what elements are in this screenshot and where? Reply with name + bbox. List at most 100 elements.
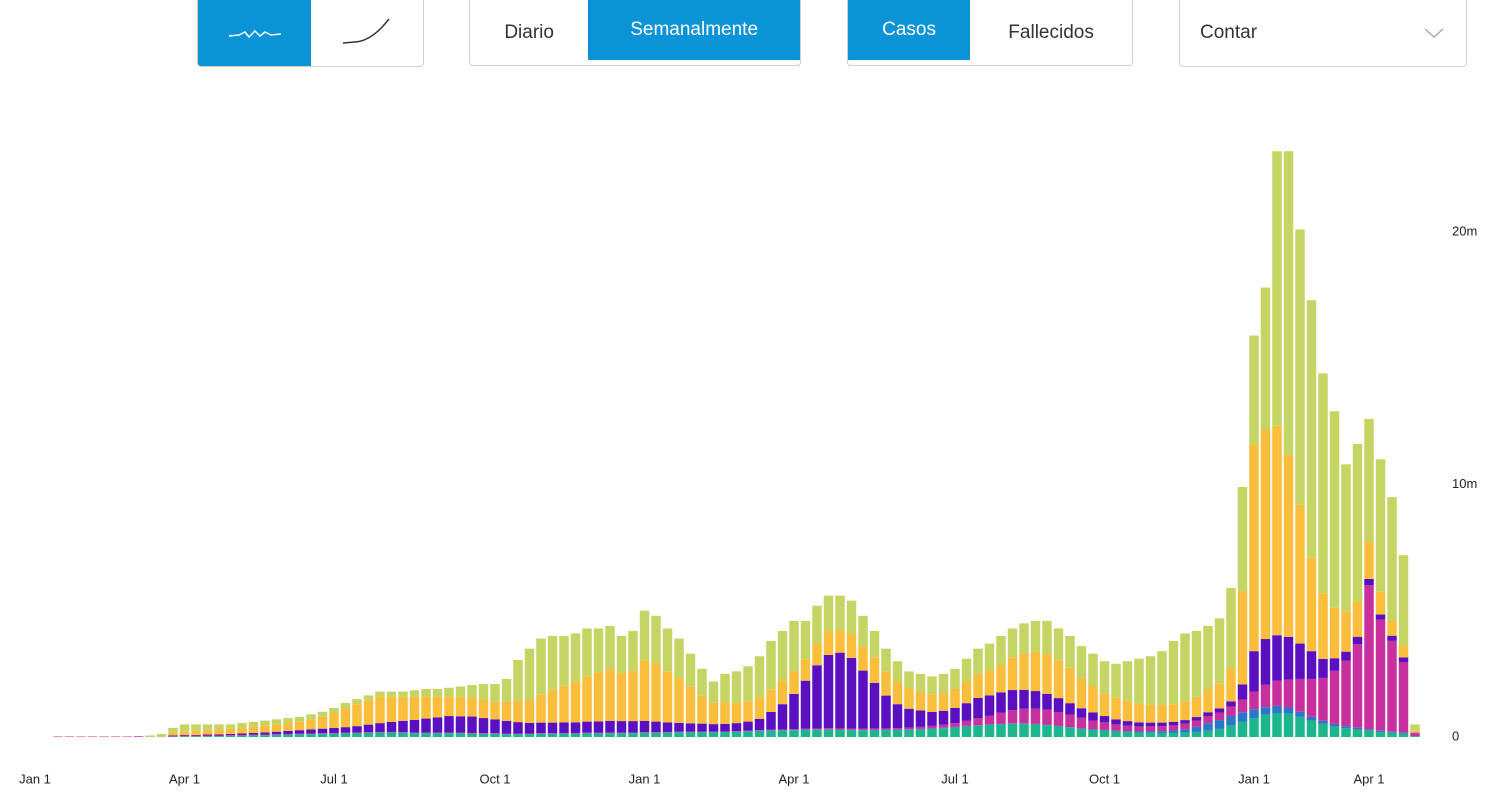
bar-segment — [570, 681, 581, 723]
bar-segment — [1111, 731, 1121, 737]
bar-segment — [1134, 732, 1144, 737]
bar-segment — [409, 733, 420, 737]
bar-segment — [1111, 663, 1121, 698]
bar-segment — [329, 732, 339, 734]
bar-segment — [1375, 614, 1386, 620]
bar-segment — [306, 719, 316, 730]
bar-segment — [1168, 641, 1179, 705]
bar-segment — [731, 731, 742, 732]
bar-segment — [708, 681, 719, 703]
weekly-button[interactable]: Semanalmente — [588, 0, 800, 60]
bar-segment — [915, 728, 926, 730]
bar-segment — [1019, 623, 1029, 654]
bar-segment — [927, 694, 937, 713]
bar-segment — [904, 671, 914, 689]
bar-segment — [467, 684, 477, 698]
bar-segment — [1214, 618, 1225, 684]
bar-segment — [1168, 721, 1179, 726]
bar-segment — [536, 694, 546, 723]
log-button[interactable] — [311, 0, 423, 66]
bar-segment — [248, 734, 259, 736]
bar-segment — [1180, 633, 1190, 702]
bar-segment — [570, 633, 581, 682]
bar-segment — [1168, 730, 1179, 733]
bar-segment — [444, 716, 454, 733]
bar-segment — [1306, 720, 1317, 737]
bar-segment — [179, 731, 190, 735]
bar-segment — [570, 732, 581, 734]
bar-segment — [524, 648, 535, 700]
bar-segment — [1111, 697, 1121, 720]
bar-segment — [352, 732, 362, 733]
bar-segment — [593, 721, 604, 733]
bar-segment — [432, 732, 443, 733]
bar-segment — [1260, 684, 1271, 708]
bar-segment — [846, 730, 857, 737]
bar-segment — [904, 729, 914, 737]
bar-segment — [984, 643, 995, 671]
bar-segment — [329, 713, 339, 728]
bar-segment — [340, 733, 351, 737]
daily-button[interactable]: Diario — [504, 21, 554, 43]
bar-segment — [651, 615, 661, 664]
bar-segment — [1042, 620, 1052, 654]
bar-segment — [214, 734, 224, 736]
bar-segment — [685, 686, 696, 724]
bar-segment — [524, 699, 535, 723]
mode-dropdown[interactable]: Contar — [1179, 0, 1467, 67]
bar-segment — [467, 732, 477, 734]
bar-segment — [524, 722, 535, 734]
bar-segment — [248, 732, 259, 735]
bar-segment — [202, 735, 213, 736]
bar-segment — [1410, 733, 1420, 737]
bar-segment — [375, 731, 385, 733]
bar-segment — [892, 704, 903, 729]
bar-segment — [892, 728, 903, 730]
cases-button[interactable]: Casos — [848, 0, 971, 60]
bar-segment — [616, 636, 627, 674]
bar-segment — [1364, 541, 1374, 579]
bar-segment — [1203, 716, 1213, 724]
bar-segment — [1053, 628, 1064, 661]
bar-segment — [800, 728, 811, 730]
bar-segment — [1214, 708, 1225, 713]
bar-segment — [1191, 731, 1202, 737]
bar-segment — [1272, 713, 1282, 737]
bar-segment — [271, 719, 282, 725]
bar-segment — [363, 732, 374, 733]
bar-segment — [927, 725, 937, 729]
bar-segment — [1088, 720, 1098, 730]
bar-segment — [639, 732, 650, 733]
bar-segment — [1237, 684, 1248, 700]
bar-segment — [812, 729, 822, 737]
bar-segment — [1076, 646, 1087, 678]
bar-segment — [64, 736, 75, 737]
bar-segment — [973, 725, 983, 737]
linear-button[interactable] — [198, 0, 311, 66]
bar-segment — [444, 732, 454, 733]
bar-segment — [869, 657, 880, 683]
bar-segment — [1157, 731, 1167, 733]
bar-segment — [662, 671, 673, 723]
bar-segment — [593, 628, 604, 673]
bar-segment — [1157, 651, 1167, 705]
bar-segment — [1318, 723, 1328, 737]
bar-segment — [984, 724, 995, 725]
bar-segment — [1329, 658, 1340, 671]
bar-segment — [892, 729, 903, 737]
bar-segment — [1226, 668, 1236, 702]
bar-segment — [1122, 721, 1133, 726]
bar-segment — [122, 736, 132, 737]
bar-segment — [1157, 732, 1167, 737]
bar-segment — [329, 727, 339, 733]
bar-segment — [1180, 723, 1190, 730]
bar-segment — [202, 734, 213, 736]
bar-segment — [1191, 717, 1202, 721]
bar-segment — [559, 685, 569, 723]
deaths-button[interactable]: Fallecidos — [1008, 21, 1094, 43]
bar-segment — [961, 726, 972, 737]
bar-segment — [1042, 725, 1052, 737]
bar-segment — [536, 733, 546, 737]
bar-segment — [237, 733, 247, 735]
